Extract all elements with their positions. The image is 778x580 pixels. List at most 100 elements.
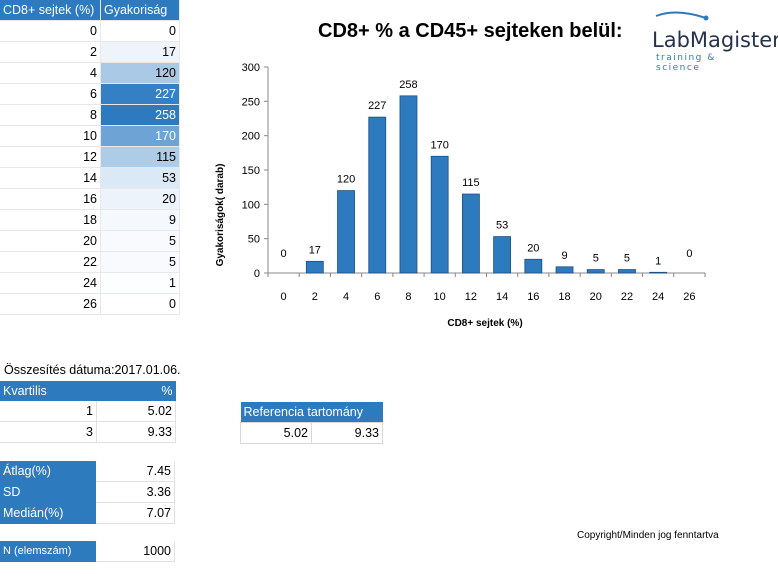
freq-count-cell: 0 [100, 293, 180, 315]
x-tick-label: 26 [683, 291, 695, 303]
n-label: N (elemszám) [0, 541, 96, 562]
reference-low: 5.02 [240, 422, 312, 444]
freq-x-cell: 4 [0, 62, 101, 84]
x-tick-label: 16 [527, 291, 539, 303]
bar-value-label: 5 [624, 253, 630, 265]
stat-value: 3.36 [96, 481, 175, 503]
bar [305, 260, 324, 274]
x-tick-label: 18 [558, 291, 570, 303]
reference-high: 9.33 [311, 422, 383, 444]
table-row: 18 9 [0, 209, 180, 231]
y-axis: 0 50 100 150 200 250 300 [242, 62, 269, 280]
freq-count-cell: 170 [100, 125, 180, 147]
x-axis-label: CD8+ sejtek (%) [447, 318, 522, 329]
x-tick-label: 6 [374, 291, 380, 303]
freq-x-cell: 26 [0, 293, 101, 315]
bar-value-label: 1 [655, 255, 661, 267]
freq-count-cell: 258 [100, 104, 180, 126]
bar [461, 193, 480, 274]
x-tick-label: 14 [496, 291, 508, 303]
bar-value-label: 20 [527, 242, 539, 254]
freq-count-cell: 5 [100, 251, 180, 273]
y-tick-label: 300 [242, 62, 260, 74]
freq-count-cell: 120 [100, 62, 180, 84]
logo-sub-text: training & science [656, 53, 716, 73]
reference-title: Referencia tartomány [240, 402, 383, 423]
table-row: 22 5 [0, 251, 180, 273]
logo-swoosh-icon [655, 11, 709, 21]
bar-value-label: 120 [337, 174, 355, 186]
freq-x-cell: 12 [0, 146, 101, 168]
freq-x-cell: 14 [0, 167, 101, 189]
x-tick-label: 20 [590, 291, 602, 303]
bar [618, 269, 636, 274]
quartile-value: 5.02 [96, 401, 176, 422]
stats-table: Átlag(%) 7.45 SD 3.36 Medián(%) 7.07 [0, 461, 175, 524]
n-table: N (elemszám) 1000 [0, 541, 175, 562]
data-labels: 0 17 120 227 258 170 115 53 20 9 5 5 1 0 [281, 79, 693, 267]
bar-value-label: 115 [462, 177, 480, 189]
bars [305, 95, 668, 274]
table-row: 6 227 [0, 83, 180, 105]
bar-value-label: 258 [399, 79, 417, 91]
table-row: Átlag(%) 7.45 [0, 461, 175, 482]
freq-x-cell: 20 [0, 230, 101, 252]
freq-count-cell: 53 [100, 167, 180, 189]
freq-x-cell: 0 [0, 20, 101, 42]
bar-value-label: 227 [368, 100, 386, 112]
freq-count-cell: 20 [100, 188, 180, 210]
freq-count-cell: 0 [100, 20, 180, 42]
freq-x-cell: 18 [0, 209, 101, 231]
stat-value: 7.45 [96, 461, 175, 482]
table-row: 20 5 [0, 230, 180, 252]
bar-value-label: 170 [430, 139, 448, 151]
y-tick-label: 200 [242, 131, 260, 143]
quartile-value: 9.33 [96, 421, 176, 443]
y-tick-label: 50 [248, 234, 260, 246]
freq-x-cell: 24 [0, 272, 101, 294]
freq-x-cell: 8 [0, 104, 101, 126]
freq-count-cell: 227 [100, 83, 180, 105]
freq-count-cell: 115 [100, 146, 180, 168]
bar-value-label: 17 [309, 244, 321, 256]
table-row: 26 0 [0, 293, 180, 315]
bar-value-label: 5 [593, 253, 599, 265]
freq-col2-header: Gyakoriság [100, 0, 180, 21]
table-row: 3 9.33 [0, 421, 176, 443]
bar-value-label: 0 [686, 248, 692, 260]
stat-value: 7.07 [96, 502, 175, 524]
quartile-header-label: Kvartilis [0, 381, 97, 401]
y-axis-label: Gyakoriságok( darab) [215, 164, 226, 267]
bar [368, 116, 387, 274]
bar [524, 258, 543, 274]
y-tick-label: 0 [254, 268, 260, 280]
freq-x-cell: 10 [0, 125, 101, 147]
table-row: 14 53 [0, 167, 180, 189]
bar [430, 155, 449, 274]
freq-col1-header: CD8+ sejtek (%) [0, 0, 101, 21]
bar [586, 269, 605, 274]
n-value: 1000 [96, 541, 175, 562]
freq-count-cell: 17 [100, 41, 180, 63]
freq-count-cell: 1 [100, 272, 180, 294]
y-tick-label: 100 [242, 199, 260, 211]
bar [399, 95, 418, 274]
freq-x-cell: 22 [0, 251, 101, 273]
x-axis: 0 2 4 6 8 10 12 14 16 18 20 22 24 26 [267, 272, 706, 303]
chart-title: CD8+ % a CD45+ sejteken belül: [318, 20, 623, 42]
table-row: 8 258 [0, 104, 180, 126]
bar [649, 271, 668, 274]
table-row: 24 1 [0, 272, 180, 294]
table-row: SD 3.36 [0, 481, 175, 503]
quartile-table: Kvartilis % 1 5.02 3 9.33 [0, 381, 176, 443]
freq-x-cell: 6 [0, 83, 101, 105]
x-tick-label: 8 [405, 291, 411, 303]
bar [337, 190, 355, 274]
stat-label: SD [0, 481, 96, 503]
labmagister-logo: LabMagister training & science [646, 10, 778, 73]
stat-label: Medián(%) [0, 502, 96, 524]
x-tick-label: 12 [465, 291, 477, 303]
table-row: 16 20 [0, 188, 180, 210]
freq-count-cell: 5 [100, 230, 180, 252]
